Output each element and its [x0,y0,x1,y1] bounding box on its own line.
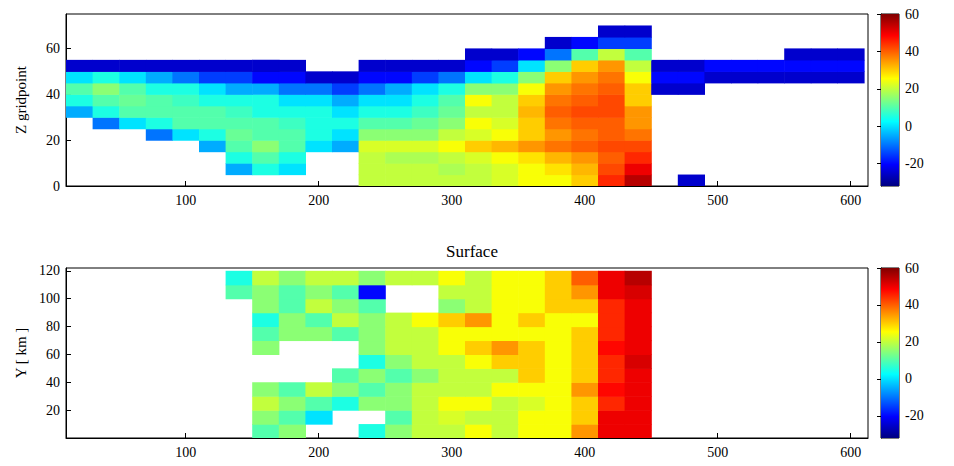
svg-text:60: 60 [905,7,919,22]
svg-text:40: 40 [46,375,60,390]
svg-text:40: 40 [905,297,919,312]
svg-text:0: 0 [905,119,912,134]
svg-text:600: 600 [840,193,861,208]
svg-text:100: 100 [175,445,196,460]
svg-text:60: 60 [46,41,60,56]
svg-text:600: 600 [840,445,861,460]
svg-text:-20: -20 [905,156,924,171]
svg-text:100: 100 [39,291,60,306]
svg-text:20: 20 [46,403,60,418]
svg-text:20: 20 [905,334,919,349]
svg-text:300: 300 [441,445,462,460]
svg-text:200: 200 [308,445,329,460]
svg-text:40: 40 [905,44,919,59]
svg-text:0: 0 [53,179,60,194]
svg-text:200: 200 [308,193,329,208]
svg-text:500: 500 [707,445,728,460]
svg-text:60: 60 [905,261,919,276]
svg-text:120: 120 [39,263,60,278]
svg-text:400: 400 [574,193,595,208]
svg-text:300: 300 [441,193,462,208]
svg-text:100: 100 [175,193,196,208]
svg-text:40: 40 [46,87,60,102]
svg-text:-20: -20 [905,408,924,423]
svg-text:0: 0 [905,371,912,386]
svg-text:20: 20 [905,81,919,96]
svg-text:80: 80 [46,319,60,334]
svg-text:60: 60 [46,347,60,362]
svg-text:Surface: Surface [446,242,498,261]
svg-text:Z gridpoint: Z gridpoint [13,65,29,134]
svg-text:Y [ km ]: Y [ km ] [13,328,29,379]
svg-text:20: 20 [46,133,60,148]
svg-text:500: 500 [707,193,728,208]
svg-text:400: 400 [574,445,595,460]
